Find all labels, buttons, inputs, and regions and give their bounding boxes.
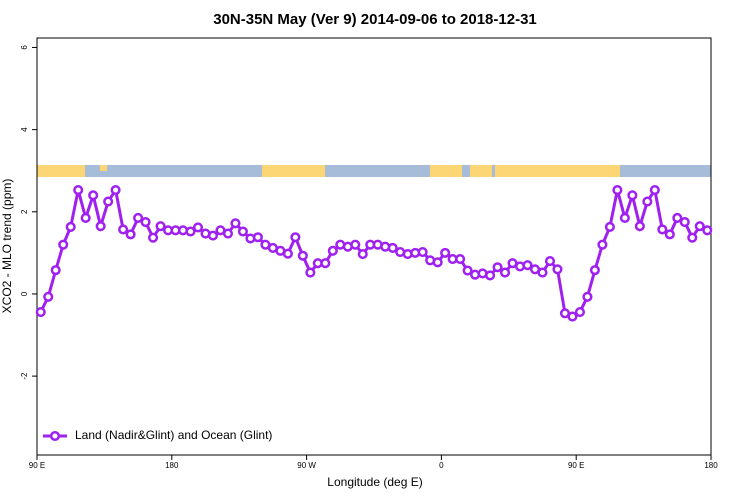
data-point	[672, 212, 683, 223]
data-point	[237, 226, 248, 237]
data-point	[642, 196, 653, 207]
data-point	[567, 311, 578, 322]
data-point	[537, 267, 548, 278]
data-point	[282, 248, 293, 259]
data-point	[649, 184, 660, 196]
data-point	[612, 184, 623, 196]
data-point	[192, 222, 204, 233]
data-point	[65, 221, 76, 233]
data-point	[103, 196, 114, 207]
data-point	[492, 262, 503, 273]
land-strip	[470, 165, 492, 177]
x-tick-label: 90 E	[568, 461, 584, 470]
data-point	[679, 217, 690, 228]
data-point	[140, 217, 151, 228]
data-point	[50, 265, 61, 276]
x-axis-label: Longitude (deg E)	[327, 475, 422, 489]
x-tick-label: 90 E	[29, 461, 45, 470]
data-point	[544, 256, 556, 267]
data-point	[604, 221, 615, 233]
y-tick-label: 0	[20, 291, 29, 296]
x-tick-label: 90 W	[297, 461, 316, 470]
data-point	[43, 291, 54, 302]
data-point	[297, 250, 308, 261]
data-point	[290, 232, 301, 243]
data-point	[73, 184, 84, 196]
data-point	[552, 264, 563, 275]
data-point	[589, 265, 600, 276]
data-point	[634, 221, 645, 232]
legend-marker	[49, 430, 61, 442]
y-axis-label: XCO2 - MLO trend (ppm)	[0, 179, 14, 314]
y-tick-label: -2	[20, 372, 29, 380]
x-tick-label: 180	[165, 461, 179, 470]
data-point	[35, 306, 46, 318]
land-strip	[37, 165, 85, 177]
x-tick-label: 180	[704, 461, 718, 470]
data-point	[440, 247, 451, 258]
data-point	[230, 218, 241, 229]
data-point	[627, 190, 638, 201]
data-point	[305, 267, 316, 278]
data-point	[417, 246, 428, 258]
data-point	[522, 260, 533, 271]
data-point	[95, 221, 106, 232]
data-point	[207, 230, 219, 241]
data-point	[619, 212, 630, 223]
data-point	[125, 229, 136, 240]
land-strip	[495, 165, 620, 177]
data-point	[694, 221, 705, 232]
data-point	[58, 239, 69, 250]
data-point	[664, 229, 675, 240]
land-strip	[100, 165, 107, 171]
x-tick-label: 0	[439, 461, 444, 470]
data-point	[88, 190, 99, 201]
y-tick-label: 4	[20, 127, 29, 132]
data-point	[320, 258, 331, 269]
land-ocean-strip	[37, 165, 711, 177]
data-point	[357, 249, 368, 260]
data-point	[687, 232, 698, 243]
land-strip	[262, 165, 325, 177]
data-point	[432, 257, 443, 268]
data-point	[462, 265, 473, 276]
data-point	[702, 225, 713, 236]
data-point	[148, 232, 159, 243]
data-point	[350, 239, 361, 250]
data-point	[80, 212, 91, 223]
data-point	[387, 242, 398, 253]
y-tick-label: 6	[20, 45, 29, 50]
data-point	[118, 224, 129, 235]
land-strip	[430, 165, 462, 177]
data-point	[133, 212, 144, 223]
data-point	[597, 239, 608, 250]
data-point	[110, 184, 121, 196]
data-point	[455, 253, 466, 265]
data-point	[574, 306, 585, 318]
legend-label: Land (Nadir&Glint) and Ocean (Glint)	[75, 428, 272, 442]
plot-frame	[36, 37, 712, 456]
data-point	[155, 221, 166, 232]
data-point	[252, 232, 263, 243]
data-point	[582, 291, 593, 302]
data-point	[485, 270, 496, 281]
data-point	[222, 228, 234, 239]
data-point	[327, 245, 338, 256]
series-line	[39, 186, 708, 319]
data-point	[657, 224, 668, 235]
data-point	[185, 226, 196, 237]
data-point	[500, 267, 511, 278]
chart-title: 30N-35N May (Ver 9) 2014-09-06 to 2018-1…	[213, 11, 537, 28]
y-tick-label: 2	[20, 209, 29, 214]
